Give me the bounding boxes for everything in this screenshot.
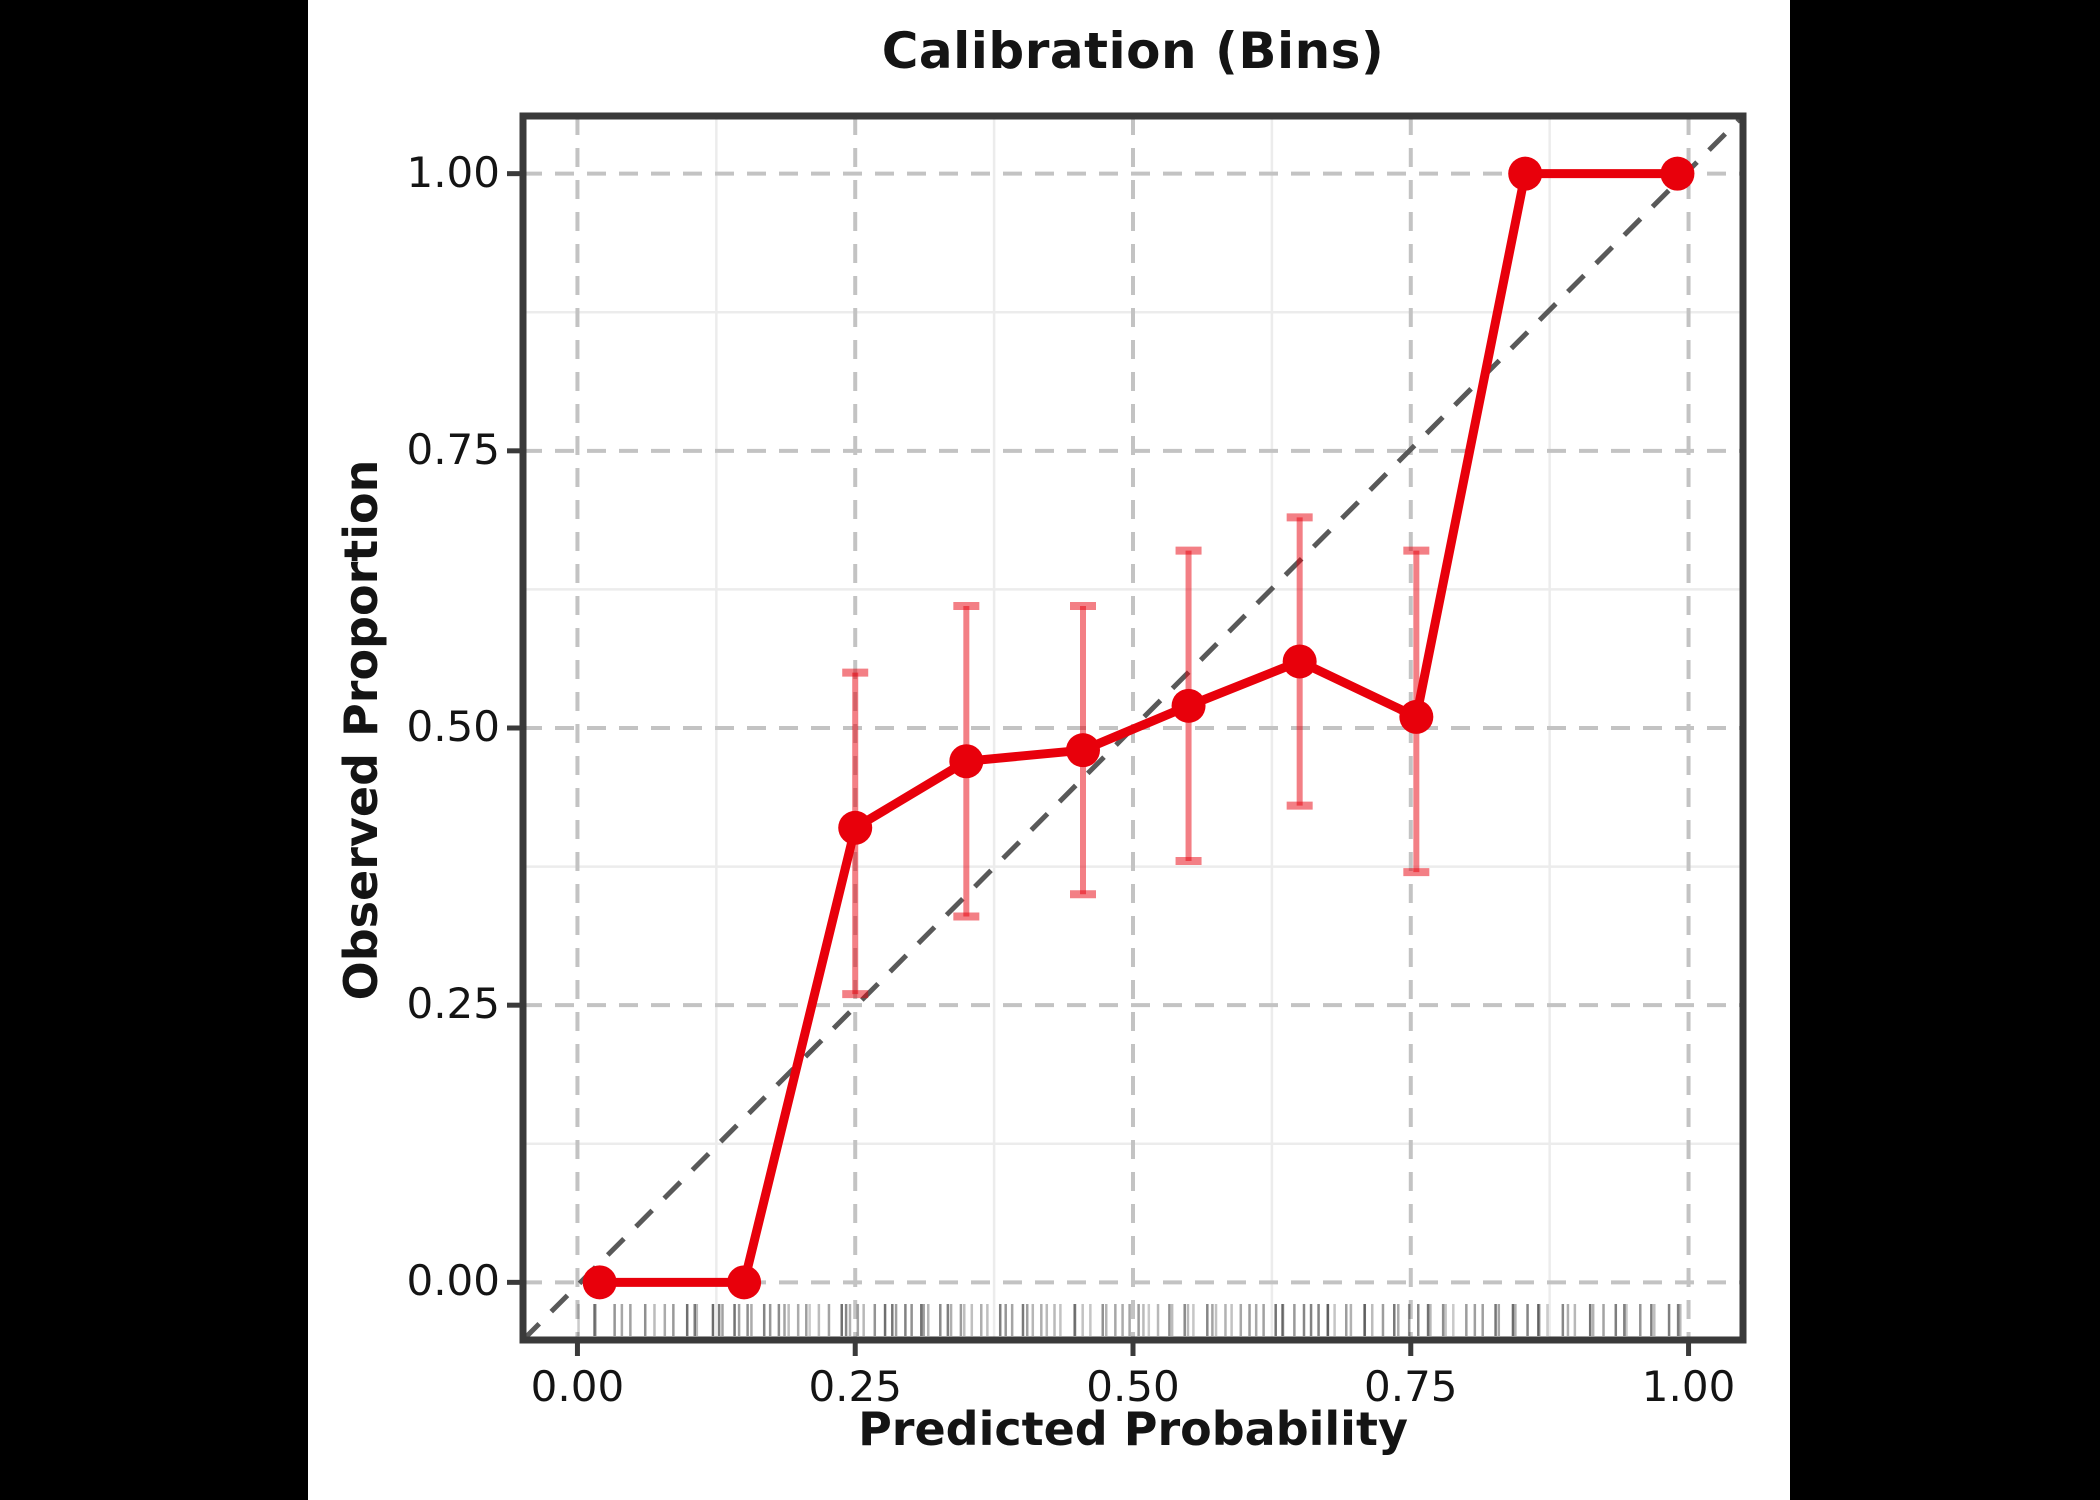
y-tick-label: 0.50 [406, 702, 500, 751]
x-tick-label: 1.00 [1641, 1362, 1736, 1411]
x-axis-label: Predicted Probability [858, 1402, 1408, 1456]
axis-tick-marks [507, 171, 1692, 1356]
chart-title: Calibration (Bins) [881, 22, 1385, 80]
x-tick-label: 0.50 [1086, 1362, 1180, 1411]
y-tick-label: 0.00 [406, 1256, 500, 1306]
x-tick-label: 0.00 [530, 1362, 625, 1411]
rug-plot [577, 1304, 1682, 1336]
x-tick-label: 0.75 [1364, 1362, 1458, 1411]
calibration-points [582, 156, 1695, 1300]
calibration-line [595, 169, 1682, 1287]
y-tick-label: 0.25 [406, 979, 500, 1029]
y-tick-label: 0.75 [406, 424, 500, 474]
x-tick-label: 0.25 [808, 1362, 902, 1411]
diagonal-reference-line [521, 114, 1745, 1342]
y-tick-label: 1.00 [406, 147, 500, 197]
